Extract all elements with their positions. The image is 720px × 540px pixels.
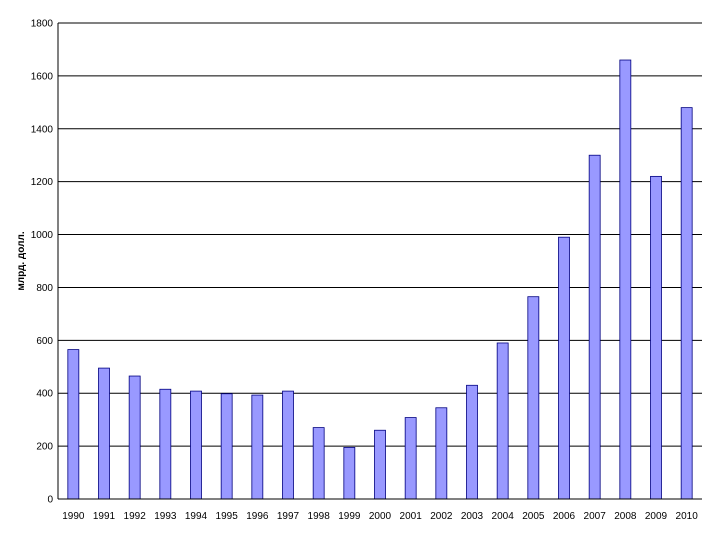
y-tick-label: 1400 (31, 124, 54, 135)
bar (159, 388, 172, 500)
bar (650, 175, 662, 500)
x-tick-labels: 1990 1991 1992 1993 1994 1995 1996 1997 1998 1999… (62, 511, 698, 522)
y-tick-label: 800 (36, 283, 53, 294)
x-tick-label: 1994 (185, 511, 208, 522)
y-tick-label: 600 (36, 336, 53, 347)
x-tick-label: 1997 (277, 511, 300, 522)
bars (67, 59, 693, 500)
bar (282, 390, 294, 500)
y-tick-label: 1800 (31, 19, 54, 30)
x-tick-label: 2010 (676, 511, 699, 522)
x-tick-label: 1995 (216, 511, 239, 522)
bar (374, 429, 386, 500)
bar (558, 236, 570, 500)
x-tick-label: 2008 (614, 511, 637, 522)
x-tick-label: 2007 (584, 511, 607, 522)
bar (190, 390, 202, 500)
bar (404, 417, 417, 500)
y-tick-label: 400 (36, 389, 53, 400)
bar (619, 59, 632, 500)
x-tick-label: 1996 (246, 511, 269, 522)
x-tick-label: 2003 (461, 511, 484, 522)
bar (251, 394, 264, 500)
bar (343, 447, 356, 500)
bar (496, 342, 509, 500)
x-tick-label: 2005 (522, 511, 545, 522)
bar (98, 367, 110, 500)
x-tick-label: 1993 (154, 511, 177, 522)
x-tick-label: 2006 (553, 511, 576, 522)
bar (527, 296, 540, 500)
x-tick-label: 1991 (93, 511, 116, 522)
gridlines (58, 22, 702, 447)
y-tick-label: 200 (36, 442, 53, 453)
x-tick-label: 2009 (645, 511, 668, 522)
bar (220, 393, 233, 500)
x-tick-label: 2000 (369, 511, 392, 522)
bar (435, 407, 448, 500)
y-tick-label: 1600 (31, 71, 54, 82)
x-tick-label: 1999 (338, 511, 361, 522)
x-tick-label: 2004 (492, 511, 515, 522)
y-tick-labels: 0 200 400 600 800 1000 1200 1400 1600 1800 (31, 19, 54, 506)
y-tick-label: 1200 (31, 177, 54, 188)
bar (466, 384, 478, 500)
bar (588, 154, 601, 500)
bar (128, 375, 141, 500)
x-tick-label: 1990 (62, 511, 85, 522)
y-axis-label: млрд. долл. (16, 231, 27, 290)
x-tick-label: 1998 (308, 511, 331, 522)
bar (67, 349, 80, 500)
y-tick-label: 0 (47, 495, 53, 506)
x-tick-label: 1992 (124, 511, 147, 522)
y-tick-label: 1000 (31, 230, 54, 241)
x-tick-label: 2002 (430, 511, 453, 522)
x-tick-label: 2001 (400, 511, 423, 522)
bar (312, 427, 325, 500)
bar (680, 107, 693, 500)
